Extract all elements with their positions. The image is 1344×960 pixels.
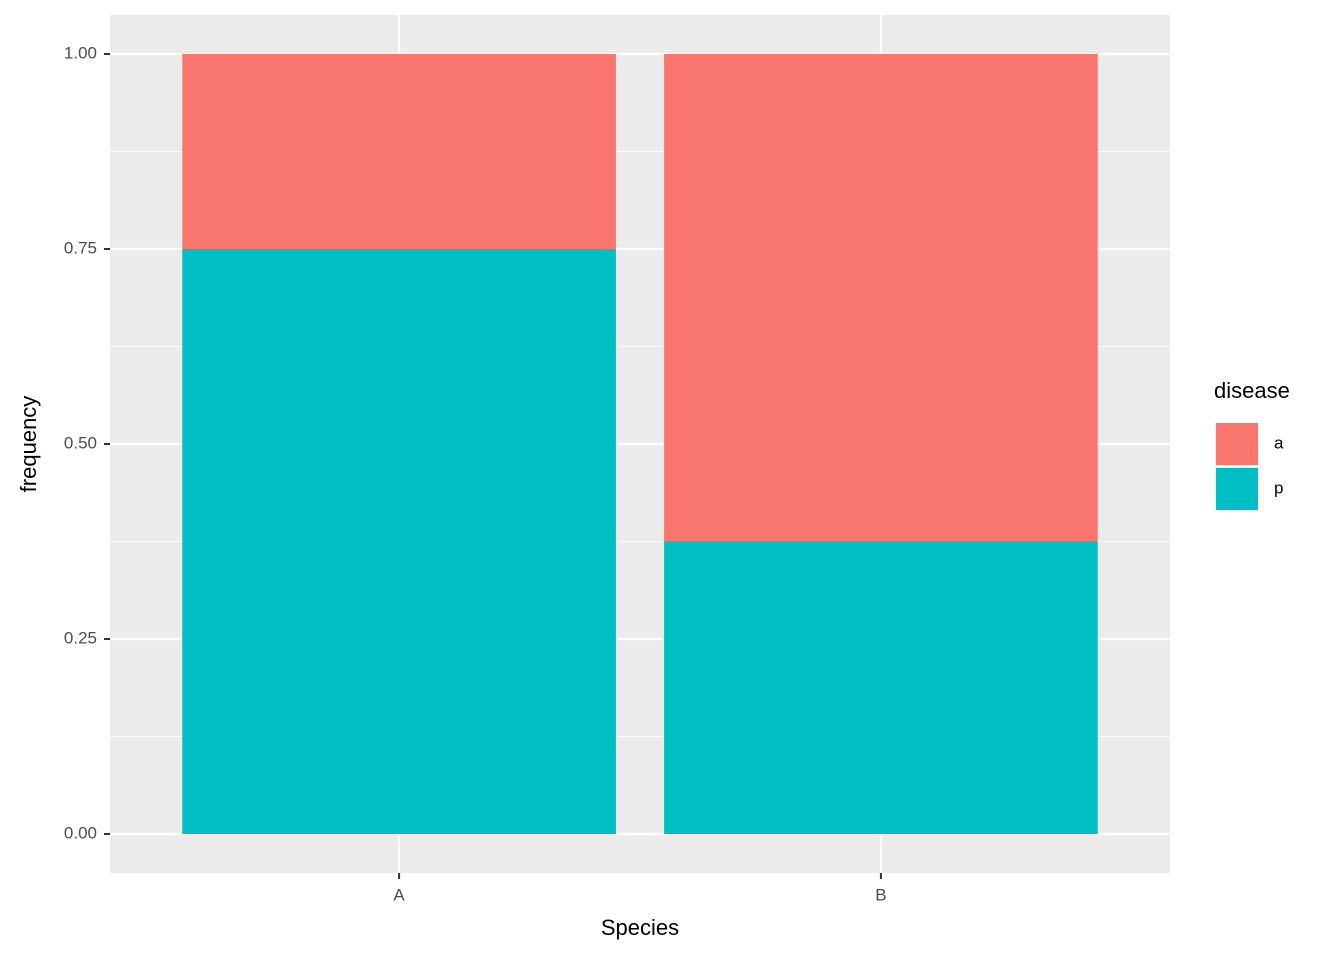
bar-segment [182, 249, 616, 834]
y-axis-title: frequency [16, 396, 41, 493]
legend-label: p [1274, 478, 1283, 497]
y-tick-label: 0.50 [64, 433, 97, 452]
bar-segment [182, 54, 616, 249]
y-tick-label: 1.00 [64, 43, 97, 62]
legend-label: a [1274, 433, 1284, 452]
x-tick-label: A [393, 885, 405, 904]
bar-segment [664, 54, 1098, 542]
y-tick-label: 0.25 [64, 628, 97, 647]
bar-segment [664, 541, 1098, 834]
x-axis-title: Species [601, 915, 679, 940]
legend-swatch [1216, 423, 1258, 465]
y-tick-label: 0.00 [64, 823, 97, 842]
legend-title: disease [1214, 378, 1290, 403]
x-tick-label: B [875, 885, 886, 904]
y-tick-label: 0.75 [64, 238, 97, 257]
legend-swatch [1216, 468, 1258, 510]
